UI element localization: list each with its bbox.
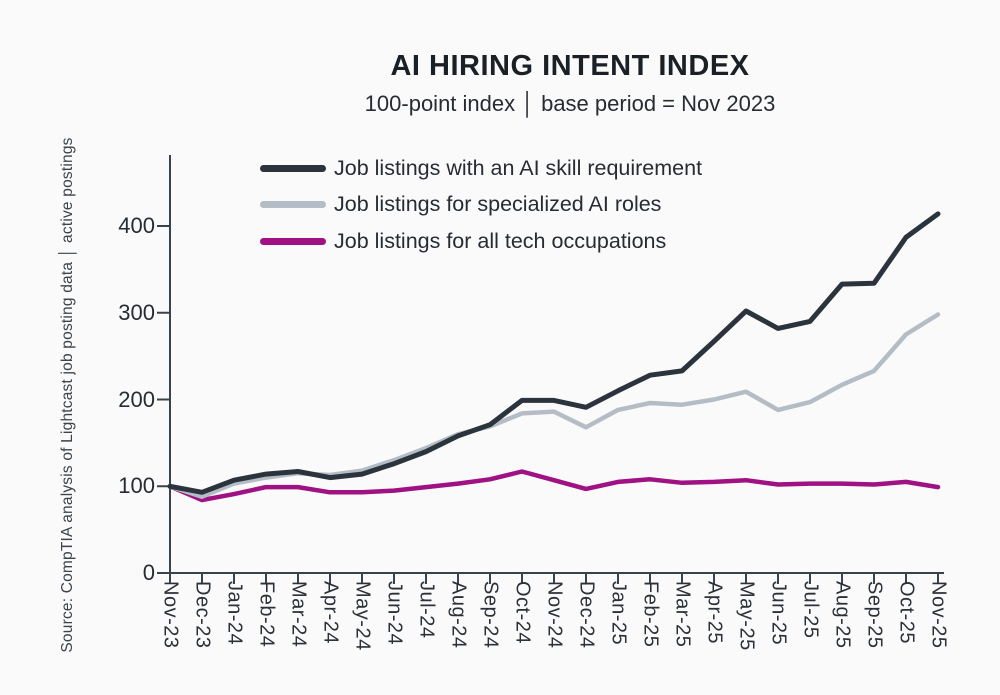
y-tick-label: 200	[118, 386, 155, 412]
legend-item-specialized: Job listings for specialized AI roles	[260, 192, 702, 217]
x-tick-label: Jul-24	[415, 581, 438, 639]
x-tick-label: Aug-24	[447, 581, 470, 649]
x-tick-label: Feb-25	[639, 581, 662, 648]
x-tick-label: Jun-24	[383, 581, 406, 646]
x-tick-label: Jan-24	[223, 581, 246, 646]
x-tick-label: Nov-25	[927, 581, 950, 649]
x-tick-label: Dec-23	[191, 581, 214, 649]
x-tick-label: Nov-23	[159, 581, 182, 649]
page-title: AI HIRING INTENT INDEX	[390, 50, 750, 82]
legend-swatch-all-tech	[260, 237, 326, 245]
legend-swatch-ai-skill	[260, 164, 326, 172]
x-tick-label: Oct-24	[511, 581, 534, 645]
series-line-1	[167, 312, 941, 499]
x-tick-label: Sep-24	[479, 581, 502, 649]
x-tick-label: Mar-24	[287, 581, 310, 648]
x-tick-label: Sep-25	[863, 581, 886, 649]
legend-label: Job listings for all tech occupations	[334, 228, 667, 253]
x-tick-label: May-24	[351, 581, 374, 651]
x-tick-label: Jan-25	[607, 581, 630, 646]
y-tick-label: 0	[142, 560, 155, 585]
x-tick-label: Aug-25	[831, 581, 854, 649]
x-tick-label: Apr-25	[703, 581, 726, 645]
chart-header: AI HIRING INTENT INDEX 100-point index │…	[140, 50, 1000, 117]
legend-label: Job listings for specialized AI roles	[334, 192, 662, 216]
x-tick-label: May-25	[735, 581, 758, 651]
x-tick-label: Mar-25	[671, 581, 694, 648]
x-tick-label: Apr-24	[319, 581, 342, 645]
series-line-0	[167, 211, 941, 495]
legend-item-all-tech: Job listings for all tech occupations	[260, 229, 702, 253]
chart-subtitle: 100-point index │ base period = Nov 2023	[364, 91, 776, 116]
y-tick-label: 400	[118, 213, 155, 238]
x-tick-label: Feb-24	[255, 581, 278, 648]
series-line-2	[167, 469, 941, 503]
x-tick-label: Oct-25	[895, 581, 918, 645]
chart-legend: Job listings with an AI skill requiremen…	[260, 156, 702, 266]
x-tick-label: Jul-25	[799, 581, 822, 639]
x-tick-label: Nov-24	[543, 581, 566, 649]
legend-swatch-specialized	[260, 201, 326, 208]
legend-item-ai-skill: Job listings with an AI skill requiremen…	[260, 156, 702, 180]
x-tick-label: Dec-24	[575, 581, 598, 649]
legend-label: Job listings with an AI skill requiremen…	[334, 155, 703, 180]
x-tick-label: Jun-25	[767, 581, 790, 646]
y-tick-label: 100	[118, 473, 155, 499]
y-tick-label: 300	[118, 299, 155, 325]
